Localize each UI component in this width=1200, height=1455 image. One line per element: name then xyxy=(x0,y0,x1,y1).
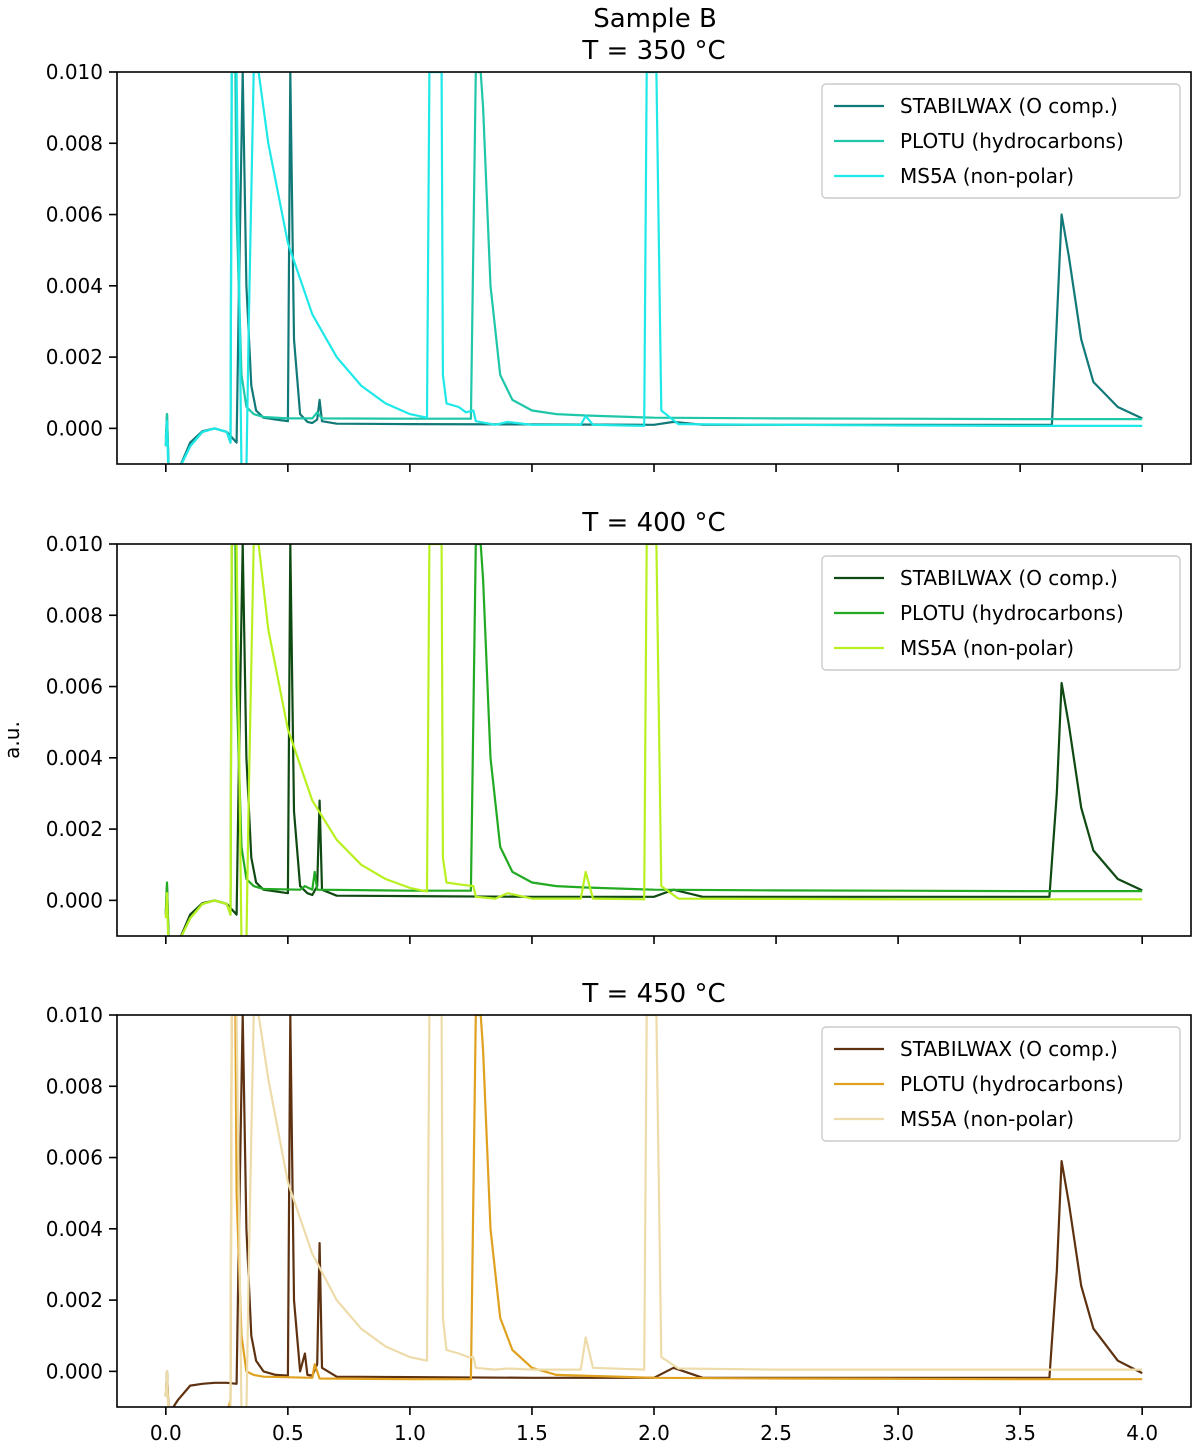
legend-label: MS5A (non-polar) xyxy=(900,1107,1074,1131)
series-line-2 xyxy=(164,1015,1143,1407)
panels: T = 350 °C 0.000 0.002 0.004 0.006 0.008 0.010… xyxy=(46,36,1192,1445)
x-tick-label: 3.0 xyxy=(882,1421,914,1445)
legend-item-3: MS5A (non-polar) xyxy=(834,164,1074,188)
panel-title: T = 400 °C xyxy=(581,508,725,538)
series-line-1 xyxy=(164,1015,1143,1407)
y-tick-label: 0.004 xyxy=(46,1217,103,1241)
x-tick-label: 0.0 xyxy=(150,1421,182,1445)
legend-box xyxy=(821,555,1181,671)
y-tick-label: 0.002 xyxy=(46,345,103,369)
panel-3: T = 450 °C 0.000 0.002 0.004 0.006 0.008 0.010… xyxy=(46,979,1192,1445)
legend-box xyxy=(821,83,1181,199)
panel-2: T = 400 °C 0.000 0.002 0.004 0.006 0.008 0.010… xyxy=(46,508,1192,944)
y-tick-label: 0.004 xyxy=(46,746,103,770)
y-tick-label: 0.000 xyxy=(46,416,103,440)
legend-item-2: PLOTU (hydrocarbons) xyxy=(834,601,1124,625)
legend-label: PLOTU (hydrocarbons) xyxy=(900,129,1124,153)
legend-item-1: STABILWAX (O comp.) xyxy=(834,566,1118,590)
legend-item-1: STABILWAX (O comp.) xyxy=(834,1037,1118,1061)
x-tick-label: 2.0 xyxy=(638,1421,670,1445)
y-tick-label: 0.008 xyxy=(46,603,103,627)
figure-ylabel: a.u. xyxy=(0,721,24,759)
legend-item-3: MS5A (non-polar) xyxy=(834,636,1074,660)
legend-item-1: STABILWAX (O comp.) xyxy=(834,94,1118,118)
legend-box xyxy=(821,1026,1181,1142)
legend-label: PLOTU (hydrocarbons) xyxy=(900,1072,1124,1096)
panel-title: T = 350 °C xyxy=(581,36,725,66)
x-tick-label: 2.5 xyxy=(760,1421,792,1445)
y-tick-label: 0.006 xyxy=(46,675,103,699)
x-tick-label: 0.5 xyxy=(272,1421,304,1445)
legend-label: STABILWAX (O comp.) xyxy=(900,566,1118,590)
y-tick-label: 0.002 xyxy=(46,1288,103,1312)
legend-label: MS5A (non-polar) xyxy=(900,636,1074,660)
legend-item-3: MS5A (non-polar) xyxy=(834,1107,1074,1131)
legend-item-2: PLOTU (hydrocarbons) xyxy=(834,129,1124,153)
y-tick-label: 0.000 xyxy=(46,888,103,912)
series-group xyxy=(164,72,1143,464)
y-tick-label: 0.010 xyxy=(46,60,103,84)
legend-label: PLOTU (hydrocarbons) xyxy=(900,601,1124,625)
series-line-3 xyxy=(164,544,1143,936)
y-tick-label: 0.010 xyxy=(46,1003,103,1027)
y-tick-label: 0.000 xyxy=(46,1359,103,1383)
legend: STABILWAX (O comp.) PLOTU (hydrocarbons) M… xyxy=(821,83,1181,199)
series-group xyxy=(164,1015,1143,1407)
y-tick-label: 0.008 xyxy=(46,131,103,155)
legend-item-2: PLOTU (hydrocarbons) xyxy=(834,1072,1124,1096)
x-tick-label: 1.5 xyxy=(516,1421,548,1445)
y-tick-label: 0.006 xyxy=(46,1146,103,1170)
x-tick-label: 3.5 xyxy=(1004,1421,1036,1445)
panel-title: T = 450 °C xyxy=(581,979,725,1009)
legend-label: MS5A (non-polar) xyxy=(900,164,1074,188)
series-group xyxy=(164,544,1143,936)
legend: STABILWAX (O comp.) PLOTU (hydrocarbons) M… xyxy=(821,1026,1181,1142)
panel-1: T = 350 °C 0.000 0.002 0.004 0.006 0.008 0.010… xyxy=(46,36,1192,472)
x-tick-label: 4.0 xyxy=(1126,1421,1158,1445)
legend-label: STABILWAX (O comp.) xyxy=(900,94,1118,118)
x-tick-label: 1.0 xyxy=(394,1421,426,1445)
y-tick-label: 0.010 xyxy=(46,532,103,556)
legend-label: STABILWAX (O comp.) xyxy=(900,1037,1118,1061)
series-line-3 xyxy=(164,72,1143,464)
legend: STABILWAX (O comp.) PLOTU (hydrocarbons) M… xyxy=(821,555,1181,671)
figure-suptitle: Sample B xyxy=(593,4,717,34)
y-tick-label: 0.004 xyxy=(46,274,103,298)
y-tick-label: 0.006 xyxy=(46,203,103,227)
y-tick-label: 0.008 xyxy=(46,1074,103,1098)
series-line-3 xyxy=(164,1015,1143,1407)
y-tick-label: 0.002 xyxy=(46,817,103,841)
